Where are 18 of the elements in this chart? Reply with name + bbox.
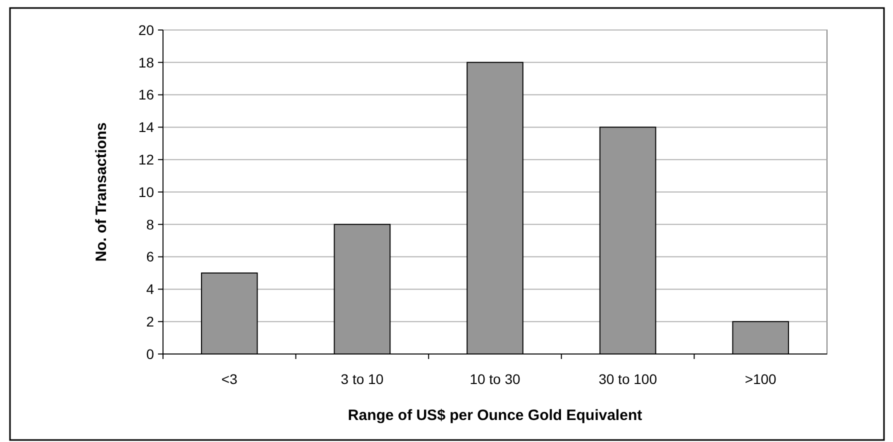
- x-tick-label: <3: [221, 371, 238, 387]
- y-axis-title: No. of Transactions: [93, 122, 110, 262]
- x-tick-label: 3 to 10: [340, 371, 384, 387]
- x-tick-label: 30 to 100: [598, 371, 658, 387]
- x-tick-label: >100: [744, 371, 777, 387]
- y-tick-label: 6: [146, 248, 154, 265]
- y-tick-label: 18: [138, 54, 154, 70]
- y-tick-label: 16: [138, 86, 154, 103]
- y-tick-label: 2: [146, 314, 154, 330]
- y-tick-label: 10: [138, 184, 154, 200]
- y-tick-label: 0: [146, 346, 154, 362]
- y-tick-label: 4: [146, 281, 154, 298]
- x-axis-title: Range of US$ per Ounce Gold Equivalent: [348, 407, 642, 424]
- y-tick-label: 20: [138, 22, 154, 38]
- x-tick-label: 10 to 30: [470, 371, 521, 387]
- y-tick-label: 14: [138, 119, 154, 136]
- y-tick-label: 8: [146, 216, 154, 232]
- y-tick-label: 12: [138, 152, 154, 168]
